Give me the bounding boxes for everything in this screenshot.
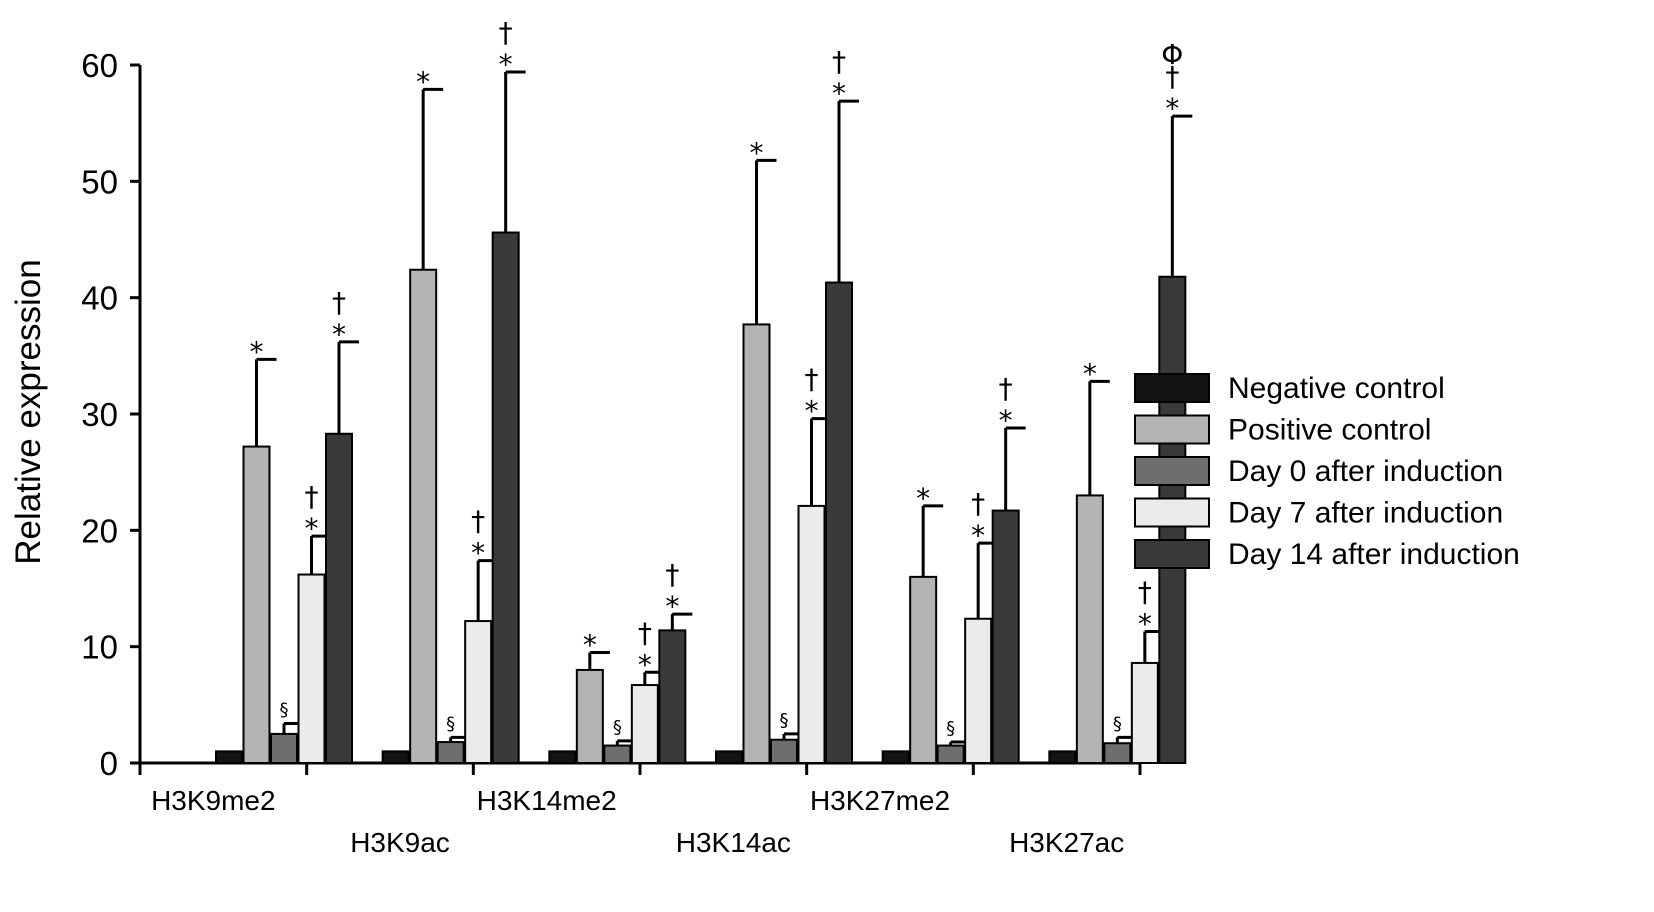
bar-h3k9me2-s0 <box>215 750 243 764</box>
legend-swatch <box>1134 456 1210 486</box>
bar-h3k14me2-s2 <box>603 744 632 764</box>
legend-swatch <box>1134 414 1210 445</box>
category-labels: H3K9me2 H3K9ac H3K14me2 H3K14ac H3K27me2 H3K2… <box>151 785 1124 858</box>
significance-mark: † <box>805 363 819 396</box>
bar-h3k14me2-s1 <box>575 668 604 765</box>
bar-h3k14ac-s0 <box>715 750 743 764</box>
bar-h3k27ac-s1 <box>1075 494 1104 764</box>
significance-mark: * <box>583 628 597 661</box>
significance-mark: § <box>946 718 955 739</box>
legend-entry: Day 7 after induction <box>1228 497 1503 530</box>
bar-h3k14ac-s2 <box>770 738 798 765</box>
bar-h3k27me2-s2 <box>936 744 965 764</box>
significance-mark: * <box>805 395 819 428</box>
legend-entry: Positive control <box>1228 414 1431 447</box>
legend-swatch <box>1134 497 1210 528</box>
bar-h3k9me2-s1 <box>242 445 271 764</box>
legend-swatch <box>1134 539 1210 569</box>
bars-layer: *§*†*†*§*†*†*§*†*†*§*†*†*§*†*† *§*†*†Φ <box>215 16 1193 765</box>
significance-mark: * <box>305 512 319 545</box>
bar-h3k27me2-s0 <box>881 750 910 764</box>
bar-h3k9me2-s2 <box>270 732 298 765</box>
significance-mark: † <box>305 480 319 513</box>
legend: Negative control Positive control Day 0 af… <box>1134 372 1520 571</box>
significance-mark: † <box>332 286 346 319</box>
significance-mark: * <box>332 318 346 351</box>
bar-h3k9me2-s3 <box>297 573 326 764</box>
significance-mark: † <box>665 558 679 591</box>
category-label: H3K9ac <box>350 827 450 858</box>
significance-mark: * <box>750 136 764 169</box>
bar-h3k14ac-s4 <box>825 281 853 764</box>
significance-mark: * <box>971 519 985 552</box>
legend-entry: Negative control <box>1228 372 1445 405</box>
bar-h3k14me2-s3 <box>630 684 659 764</box>
significance-mark: § <box>280 699 289 720</box>
category-label: H3K14me2 <box>477 785 617 816</box>
significance-mark: † <box>471 505 485 538</box>
significance-mark: Φ <box>1161 38 1183 71</box>
significance-mark: * <box>999 404 1013 437</box>
y-tick-label: 20 <box>81 512 118 549</box>
significance-mark: * <box>638 648 652 681</box>
category-label: H3K27me2 <box>810 785 950 816</box>
significance-mark: § <box>613 717 622 738</box>
bar-h3k9ac-s3 <box>464 620 493 764</box>
legend-swatch <box>1134 373 1210 403</box>
significance-mark: * <box>250 335 264 368</box>
significance-mark: * <box>1138 608 1152 641</box>
bar-h3k14me2-s4 <box>658 629 687 764</box>
y-tick-label: 60 <box>81 47 118 84</box>
y-axis-label: Relative expression <box>9 259 48 564</box>
significance-mark: † <box>499 16 513 49</box>
significance-mark: * <box>416 65 430 98</box>
significance-mark: * <box>1165 92 1179 125</box>
significance-mark: † <box>999 372 1013 405</box>
significance-mark: † <box>971 487 985 520</box>
significance-mark: * <box>1083 357 1097 390</box>
bar-h3k14me2-s0 <box>548 750 577 764</box>
significance-mark: † <box>1138 576 1152 609</box>
significance-mark: * <box>665 590 679 623</box>
bar-h3k14ac-s1 <box>742 323 771 764</box>
bar-h3k14ac-s3 <box>797 504 826 764</box>
category-label: H3K14ac <box>676 827 791 858</box>
significance-mark: * <box>499 48 513 81</box>
y-tick-label: 40 <box>81 280 118 317</box>
bar-h3k27ac-s2 <box>1103 742 1132 764</box>
bar-h3k9ac-s4 <box>491 231 520 764</box>
bar-h3k9ac-s1 <box>409 268 438 764</box>
significance-mark: § <box>446 713 455 734</box>
bar-h3k9me2-s4 <box>325 432 353 764</box>
bar-h3k9ac-s0 <box>381 750 410 764</box>
bar-h3k27me2-s3 <box>964 617 993 764</box>
y-tick-label: 0 <box>100 745 118 782</box>
category-label: H3K27ac <box>1009 827 1124 858</box>
category-label: H3K9me2 <box>151 785 276 816</box>
bar-h3k9ac-s2 <box>436 741 465 764</box>
y-tick-label: 30 <box>81 396 118 433</box>
significance-mark: † <box>638 616 652 649</box>
significance-mark: § <box>780 710 789 731</box>
significance-mark: * <box>471 537 485 570</box>
legend-entry: Day 14 after induction <box>1228 538 1520 571</box>
significance-mark: * <box>916 482 930 515</box>
significance-mark: † <box>832 45 846 78</box>
significance-mark: † <box>1165 60 1179 93</box>
bar-h3k27ac-s3 <box>1130 661 1159 764</box>
bar-h3k27me2-s1 <box>909 575 938 764</box>
significance-mark: § <box>1113 713 1122 734</box>
legend-entry: Day 0 after induction <box>1228 455 1503 488</box>
bar-h3k27ac-s0 <box>1048 750 1077 764</box>
y-tick-label: 50 <box>81 163 118 200</box>
bar-h3k27me2-s4 <box>991 509 1020 764</box>
significance-mark: * <box>832 77 846 110</box>
y-tick-label: 10 <box>81 629 118 666</box>
